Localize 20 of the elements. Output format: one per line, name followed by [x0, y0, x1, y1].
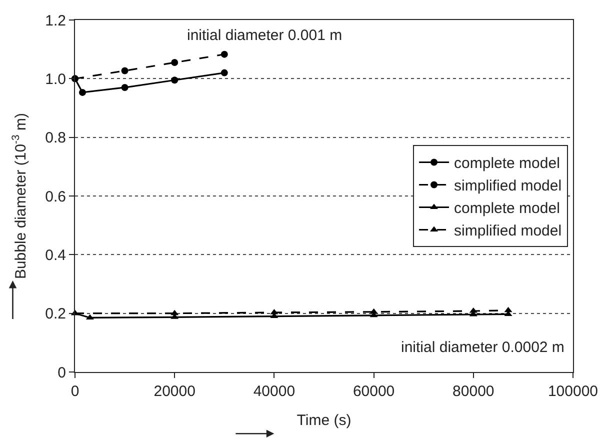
legend-label: complete model — [454, 155, 560, 172]
legend-label: simplified model — [454, 178, 562, 195]
x-tick-label: 60000 — [352, 383, 395, 400]
x-tick-label: 80000 — [452, 383, 494, 400]
legend-label: complete model — [454, 200, 560, 218]
x-tick-label: 100000 — [548, 383, 598, 400]
y-tick-label: 1.2 — [45, 12, 66, 30]
y-tick-label: 0 — [58, 364, 66, 382]
annotation: initial diameter 0.0002 m — [401, 339, 564, 356]
y-tick-label: 0.2 — [45, 306, 66, 323]
x-axis-title: Time (s) — [296, 412, 352, 429]
legend-label: simplified model — [454, 222, 562, 240]
x-tick-label: 20000 — [154, 383, 196, 400]
y-tick-label: 0.6 — [45, 188, 66, 206]
annotation: initial diameter 0.001 m — [187, 27, 342, 44]
y-tick-label: 1.0 — [45, 70, 66, 88]
x-tick-label: 40000 — [253, 383, 296, 400]
y-tick-label: 0.4 — [45, 246, 66, 264]
y-tick-label: 0.8 — [45, 130, 66, 147]
x-tick-label: 0 — [70, 383, 80, 400]
